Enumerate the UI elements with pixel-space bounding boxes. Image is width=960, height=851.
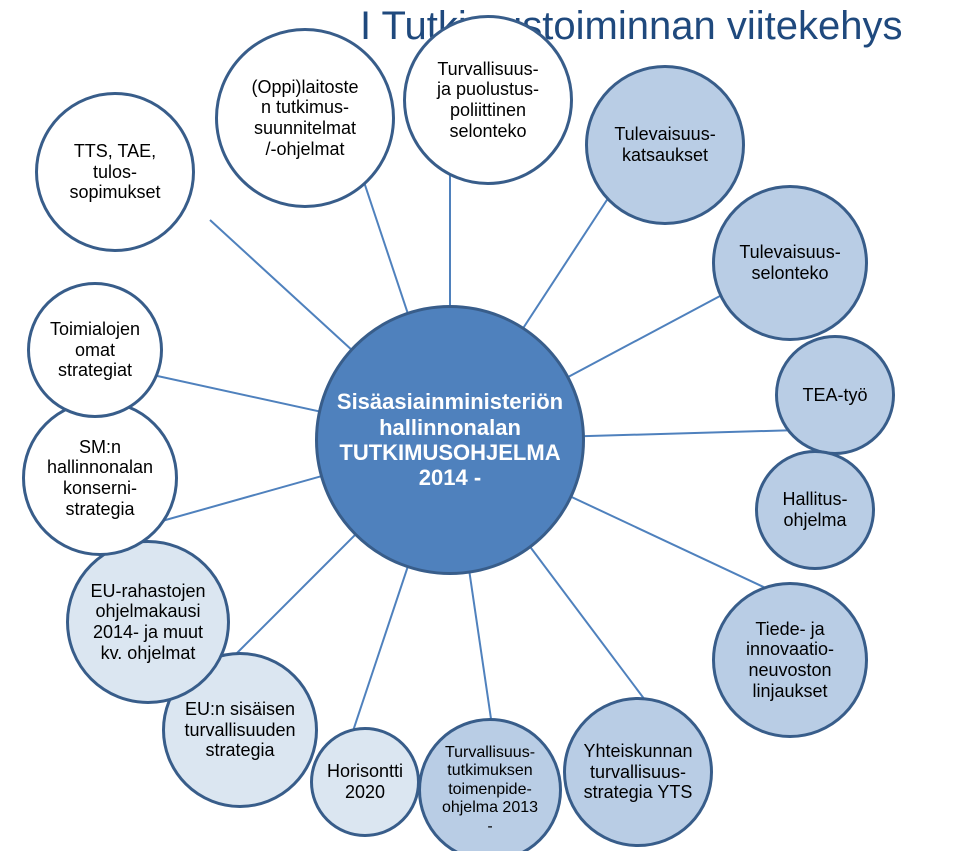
node-yts: Yhteiskunnan turvallisuus- strategia YTS <box>563 697 713 847</box>
node-turvtutk: Turvallisuus- tutkimuksen toimenpide- oh… <box>418 718 562 851</box>
node-tea-label: TEA-työ <box>798 381 871 410</box>
node-tulkats: Tulevaisuus- katsaukset <box>585 65 745 225</box>
center-node: Sisäasiainministeriön hallinnonalan TUTK… <box>315 305 585 575</box>
node-toimialat: Toimialojen omat strategiat <box>27 282 163 418</box>
node-yts-label: Yhteiskunnan turvallisuus- strategia YTS <box>579 737 696 807</box>
node-tulselon: Tulevaisuus- selonteko <box>712 185 868 341</box>
node-eurah-label: EU-rahastojen ohjelmakausi 2014- ja muut… <box>86 577 209 668</box>
node-eusis-label: EU:n sisäisen turvallisuuden strategia <box>180 695 299 765</box>
node-tiede: Tiede- ja innovaatio- neuvoston linjauks… <box>712 582 868 738</box>
node-tts: TTS, TAE, tulos- sopimukset <box>35 92 195 252</box>
node-horisontti: Horisontti 2020 <box>310 727 420 837</box>
node-sm: SM:n hallinnonalan konserni- strategia <box>22 400 178 556</box>
node-tiede-label: Tiede- ja innovaatio- neuvoston linjauks… <box>742 615 838 706</box>
node-turvpuol-label: Turvallisuus- ja puolustus- poliittinen … <box>433 55 543 146</box>
node-sm-label: SM:n hallinnonalan konserni- strategia <box>43 433 157 524</box>
node-hallitus-label: Hallitus- ohjelma <box>778 485 851 534</box>
node-tulselon-label: Tulevaisuus- selonteko <box>735 238 844 287</box>
node-toimialat-label: Toimialojen omat strategiat <box>46 315 144 385</box>
node-oppi: (Oppi)laitoste n tutkimus- suunnitelmat … <box>215 28 395 208</box>
node-eurah: EU-rahastojen ohjelmakausi 2014- ja muut… <box>66 540 230 704</box>
center-node-label: Sisäasiainministeriön hallinnonalan TUTK… <box>333 385 567 494</box>
node-hallitus: Hallitus- ohjelma <box>755 450 875 570</box>
node-oppi-label: (Oppi)laitoste n tutkimus- suunnitelmat … <box>247 73 362 164</box>
node-tts-label: TTS, TAE, tulos- sopimukset <box>65 137 164 207</box>
node-tea: TEA-työ <box>775 335 895 455</box>
node-turvpuol: Turvallisuus- ja puolustus- poliittinen … <box>403 15 573 185</box>
node-turvtutk-label: Turvallisuus- tutkimuksen toimenpide- oh… <box>438 740 542 840</box>
node-horisontti-label: Horisontti 2020 <box>323 757 407 806</box>
node-tulkats-label: Tulevaisuus- katsaukset <box>610 120 719 169</box>
